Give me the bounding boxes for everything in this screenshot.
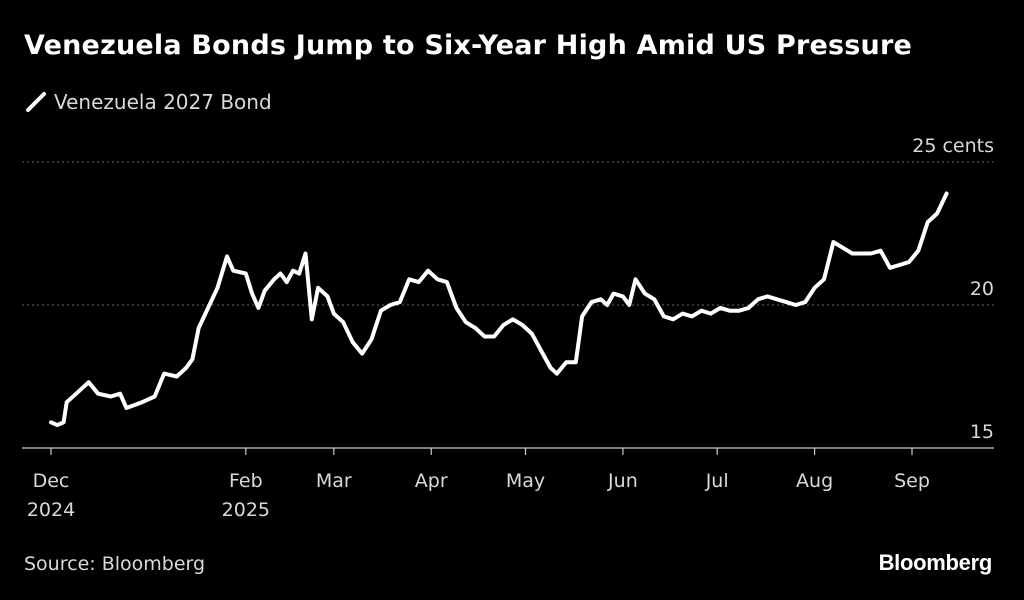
chart-title: Venezuela Bonds Jump to Six-Year High Am… [24, 30, 912, 61]
source-note: Source: Bloomberg [24, 553, 206, 575]
x-tick-label: Feb [229, 470, 263, 492]
series-layer [49, 191, 949, 428]
legend-label: Venezuela 2027 Bond [54, 90, 272, 114]
x-tick-label: Aug [796, 470, 833, 492]
y-tick-label: 20 [970, 278, 994, 300]
x-tick-label: Mar [316, 470, 352, 492]
x-tick-label: Apr [415, 470, 448, 492]
line-chart: 15 20 25 cents Dec 2024 Feb 2025 Mar Apr May Jun J… [22, 135, 994, 521]
series-line-venezuela-2027-bond [49, 191, 949, 428]
x-tick-year-label: 2025 [222, 499, 270, 521]
grid-layer: 15 20 25 cents [22, 135, 994, 443]
x-tick-label: Jul [705, 470, 729, 492]
bloomberg-logo: Bloomberg [878, 550, 993, 575]
x-tick-label: May [506, 470, 545, 492]
x-tick-label: Sep [894, 470, 930, 492]
x-axis: Dec 2024 Feb 2025 Mar Apr May Jun Jul Aug Sep [22, 447, 994, 521]
x-tick-label: Jun [607, 470, 638, 492]
y-tick-label: 25 cents [912, 135, 994, 157]
legend-line-swatch-icon [26, 92, 46, 112]
legend: Venezuela 2027 Bond [24, 89, 272, 115]
y-tick-label: 15 [970, 421, 994, 443]
x-tick-year-label: 2024 [27, 499, 75, 521]
x-tick-label: Dec [33, 470, 70, 492]
